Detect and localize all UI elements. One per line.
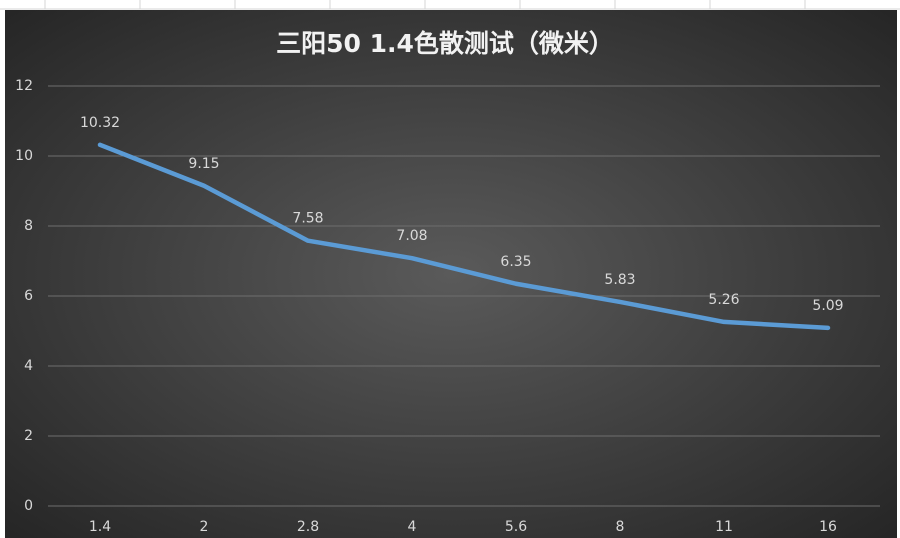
x-tick-label: 8 [616, 519, 625, 535]
x-tick-label: 2 [200, 519, 209, 535]
data-label: 10.32 [80, 115, 120, 131]
data-label: 9.15 [188, 156, 219, 172]
data-label: 7.58 [292, 211, 323, 227]
data-label: 5.83 [604, 272, 635, 288]
x-tick-label: 4 [408, 519, 417, 535]
data-label: 7.08 [396, 228, 427, 244]
y-tick-label: 10 [15, 148, 33, 164]
data-label: 5.26 [708, 292, 739, 308]
data-label: 6.35 [500, 254, 531, 270]
chart-title: 三阳50 1.4色散测试（微米） [276, 29, 614, 58]
x-tick-label: 1.4 [89, 519, 111, 535]
y-tick-label: 8 [24, 218, 33, 234]
x-tick-label: 11 [715, 519, 733, 535]
data-line [97, 142, 831, 331]
x-tick-label: 2.8 [297, 519, 319, 535]
x-tick-label: 16 [819, 519, 837, 535]
x-tick-label: 5.6 [505, 519, 527, 535]
y-tick-label: 0 [24, 498, 33, 514]
y-tick-label: 12 [15, 78, 33, 94]
y-tick-label: 4 [24, 358, 33, 374]
sheet-grid [0, 0, 900, 10]
y-tick-label: 6 [24, 288, 33, 304]
data-label: 5.09 [812, 298, 843, 314]
chart-background [5, 10, 897, 538]
y-tick-label: 2 [24, 428, 33, 444]
